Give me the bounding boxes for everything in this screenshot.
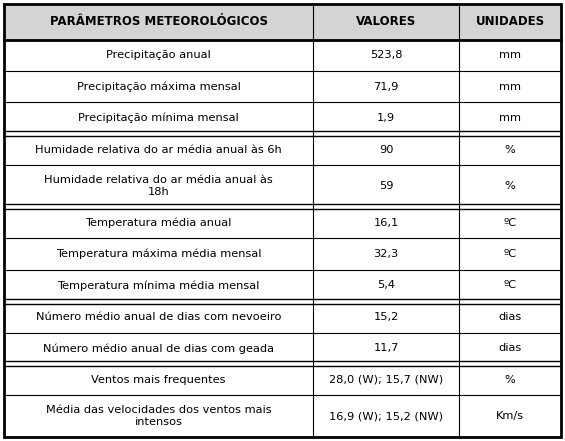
Text: Precipitação anual: Precipitação anual (106, 50, 211, 60)
Text: Temperatura máxima média mensal: Temperatura máxima média mensal (56, 249, 262, 259)
Bar (459, 71, 561, 102)
Text: Temperatura mínima média mensal: Temperatura mínima média mensal (58, 280, 260, 291)
Bar (313, 134, 459, 165)
Bar (4, 102, 313, 134)
Text: 5,4: 5,4 (377, 280, 395, 290)
Bar (4, 364, 313, 396)
Text: Número médio anual de dias com nevoeiro: Número médio anual de dias com nevoeiro (36, 312, 281, 322)
Bar (459, 396, 561, 437)
Text: ºC: ºC (503, 217, 516, 228)
Bar (313, 364, 459, 396)
Bar (459, 364, 561, 396)
Bar (4, 270, 313, 301)
Bar (313, 333, 459, 364)
Text: mm: mm (499, 82, 521, 92)
Bar (459, 301, 561, 333)
Bar (459, 134, 561, 165)
Bar (4, 238, 313, 270)
Text: 11,7: 11,7 (373, 343, 399, 353)
Bar (4, 71, 313, 102)
Text: %: % (505, 375, 515, 385)
Text: 16,9 (W); 15,2 (NW): 16,9 (W); 15,2 (NW) (329, 411, 443, 421)
Bar (4, 4, 313, 40)
Bar (459, 102, 561, 134)
Bar (313, 207, 459, 238)
Bar (459, 238, 561, 270)
Text: Número médio anual de dias com geada: Número médio anual de dias com geada (43, 343, 274, 354)
Text: Média das velocidades dos ventos mais
intensos: Média das velocidades dos ventos mais in… (46, 405, 271, 427)
Text: mm: mm (499, 50, 521, 60)
Bar (4, 301, 313, 333)
Bar (313, 238, 459, 270)
Bar (459, 207, 561, 238)
Text: Ventos mais frequentes: Ventos mais frequentes (92, 375, 226, 385)
Text: ºC: ºC (503, 280, 516, 290)
Text: PARÂMETROS METEOROLÓGICOS: PARÂMETROS METEOROLÓGICOS (50, 15, 268, 28)
Bar (459, 270, 561, 301)
Bar (4, 333, 313, 364)
Text: ºC: ºC (503, 249, 516, 259)
Text: 16,1: 16,1 (373, 217, 399, 228)
Text: dias: dias (498, 312, 521, 322)
Bar (313, 40, 459, 71)
Bar (459, 333, 561, 364)
Text: 15,2: 15,2 (373, 312, 399, 322)
Bar (4, 207, 313, 238)
Bar (313, 102, 459, 134)
Text: 28,0 (W); 15,7 (NW): 28,0 (W); 15,7 (NW) (329, 375, 443, 385)
Text: Precipitação mínima mensal: Precipitação mínima mensal (78, 113, 239, 123)
Bar (313, 165, 459, 207)
Bar (4, 40, 313, 71)
Text: Km/s: Km/s (496, 411, 524, 421)
Bar (313, 270, 459, 301)
Text: 523,8: 523,8 (370, 50, 402, 60)
Text: 1,9: 1,9 (377, 113, 395, 123)
Text: Temperatura média anual: Temperatura média anual (85, 217, 232, 228)
Text: Humidade relativa do ar média anual às
18h: Humidade relativa do ar média anual às 1… (44, 175, 273, 197)
Text: dias: dias (498, 343, 521, 353)
Bar (4, 396, 313, 437)
Bar (313, 4, 459, 40)
Text: Precipitação máxima mensal: Precipitação máxima mensal (77, 82, 241, 92)
Bar (4, 134, 313, 165)
Text: UNIDADES: UNIDADES (476, 15, 545, 28)
Text: 71,9: 71,9 (373, 82, 399, 92)
Bar (313, 396, 459, 437)
Bar (313, 71, 459, 102)
Bar (459, 4, 561, 40)
Text: 32,3: 32,3 (373, 249, 399, 259)
Text: mm: mm (499, 113, 521, 123)
Bar (459, 40, 561, 71)
Text: 90: 90 (379, 145, 393, 154)
Text: VALORES: VALORES (356, 15, 416, 28)
Text: 59: 59 (379, 181, 393, 191)
Bar (4, 165, 313, 207)
Text: Humidade relativa do ar média anual às 6h: Humidade relativa do ar média anual às 6… (35, 145, 282, 154)
Text: %: % (505, 181, 515, 191)
Bar (313, 301, 459, 333)
Bar (459, 165, 561, 207)
Text: %: % (505, 145, 515, 154)
